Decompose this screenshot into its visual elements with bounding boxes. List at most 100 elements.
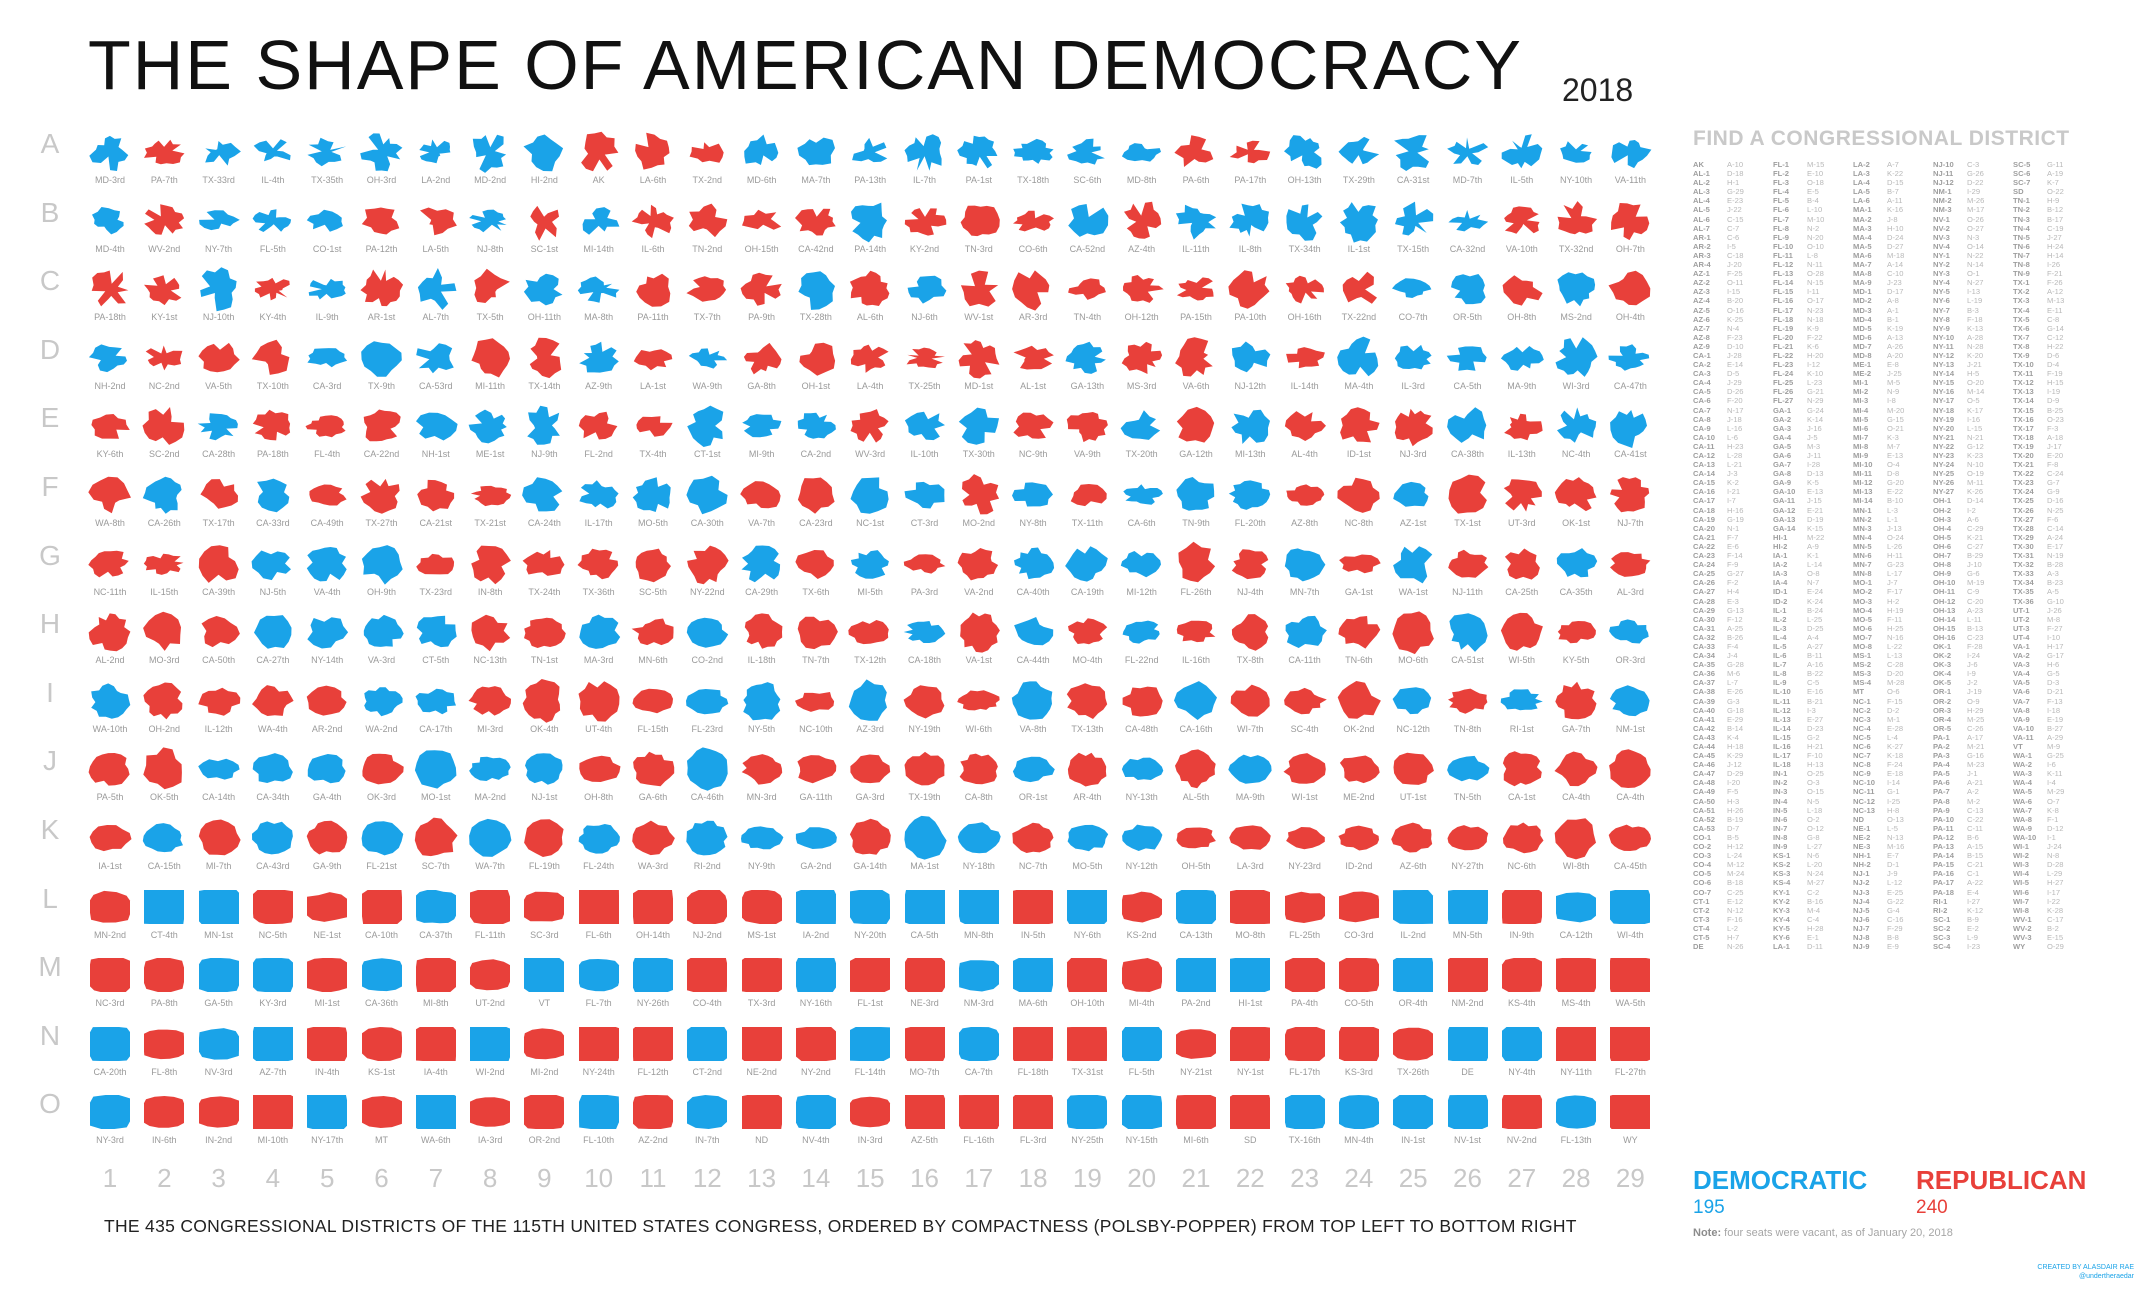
finder-grid-position: L-16 [1727,423,1743,433]
district-shape [631,618,674,646]
district-shape [1285,827,1325,850]
finder-district-code: PA-12 [1933,832,1954,842]
finder-grid-position: C-14 [2047,523,2064,533]
finder-title: FIND A CONGRESSIONAL DISTRICT [1693,127,2070,150]
finder-grid-position: E-11 [2047,305,2063,315]
finder-grid-position: A-8 [1887,296,1899,306]
column-number-13: 13 [747,1163,777,1193]
finder-district-code: AZ-5 [1693,305,1710,315]
democratic-district-shape [687,1095,728,1130]
district-shape [1556,1095,1597,1129]
finder-entry: CA-9 L-16 [1693,424,1767,433]
finder-district-code: WI-6 [2013,887,2030,897]
republican-district-shape [741,209,781,230]
democratic-district-shape [578,614,620,650]
finder-entry: NY-12 K-20 [1933,351,2007,360]
republican-district-shape [198,819,241,856]
finder-entry: CA-52 B-19 [1693,815,1767,824]
finder-district-code: AR-4 [1693,260,1711,270]
finder-grid-position: A-22 [1967,878,1984,888]
finder-grid-position: H-29 [1967,705,1984,715]
democratic-district-shape [251,821,293,855]
finder-entry: CA-8 J-18 [1693,415,1767,424]
district-shape [1067,412,1109,443]
district-label: MI-7th [205,861,232,871]
republican-district-shape [144,958,185,993]
district-label: MA-8th [584,312,614,323]
district-shape [1176,1028,1216,1059]
district-label: VA-5th [205,380,233,391]
district-shape [199,267,237,312]
finder-grid-position: O-22 [2047,187,2064,197]
district-cell: MS-2nd [1549,265,1603,331]
district-shape [633,889,673,924]
democratic-district-shape [904,412,945,441]
finder-district-code: TX-22 [2013,469,2034,479]
district-cell: VA-6th [1169,334,1223,400]
finder-entry: VA-6 D-21 [2013,687,2087,696]
district-label: AZ-4th [1128,243,1156,254]
district-shape [1337,680,1381,719]
district-shape [1176,1095,1216,1130]
finder-district-code: MD-2 [1853,296,1872,306]
finder-grid-position: C-7 [1727,223,1740,233]
democratic-district-shape [957,822,1001,854]
finder-entry: TX-25 D-16 [2013,496,2087,505]
district-cell: IN-8th [463,540,517,606]
district-label: CA-42nd [798,243,834,254]
finder-entry: NC-4 E-28 [1853,724,1927,733]
district-cell: ND [735,1088,789,1154]
finder-district-code: NV-4 [1933,241,1950,251]
republican-district-shape [307,1026,348,1061]
column-number-5: 5 [319,1163,335,1193]
finder-district-code: NJ-11 [1933,169,1954,179]
district-cell: FL-7th [572,951,626,1017]
district-label: OK-2nd [1343,723,1375,734]
district-label: CA-35th [1559,586,1593,597]
democratic-district-shape [904,481,944,509]
district-shape [1232,341,1271,372]
finder-district-code: NY-9 [1933,323,1950,333]
district-cell: CA-47th [1603,334,1657,400]
finder-district-code: SD [2013,187,2024,197]
district-label: NJ-10th [202,312,235,323]
district-shape [1610,477,1650,513]
democratic-district-shape [579,480,619,509]
district-cell: CA-30th [680,471,734,537]
district-cell: IL-16th [1169,608,1223,674]
column-number-2: 2 [157,1163,172,1193]
finder-district-code: NJ-2 [1853,878,1870,888]
district-label: MN-1st [204,929,234,940]
finder-entry: MO-3 H-2 [1853,597,1927,606]
district-shape [1394,409,1433,447]
district-cell: OH-9th [355,540,409,606]
district-cell: MI-11th [463,334,517,400]
finder-grid-position: O-14 [1967,241,1984,251]
finder-entry: PA-7 A-2 [1933,787,2007,796]
republican-district-shape [739,481,781,509]
republican-district-shape [631,204,674,238]
finder-entry: FL-17 N-23 [1773,306,1847,315]
district-shape [689,142,724,163]
finder-entry: MN-6 H-11 [1853,551,1927,560]
district-label: SC-7th [421,861,450,871]
democratic-district-shape [850,477,889,514]
finder-entry: CA-2 E-14 [1693,360,1767,369]
republican-district-shape [743,342,782,375]
finder-grid-position: B-2 [2047,923,2059,933]
finder-district-code: FL-20 [1773,332,1794,342]
district-label: IL-15th [150,586,179,597]
district-label: AL-2nd [95,655,125,666]
finder-district-code: NY-10 [1933,332,1955,342]
district-cell: CA-44th [1006,608,1060,674]
finder-grid-position: D-2 [1887,705,1900,715]
district-cell: NC-1st [843,471,897,537]
district-label: OH-5th [1181,861,1211,871]
district-label: KY-2nd [909,243,940,254]
republican-district-shape [904,958,945,993]
district-label: NC-1st [856,518,885,528]
finder-entry: TX-23 G-7 [2013,478,2087,487]
district-cell: TX-29th [1332,128,1386,194]
column-number-7: 7 [428,1163,444,1193]
finder-entry: MN-3 J-13 [1853,524,1927,533]
